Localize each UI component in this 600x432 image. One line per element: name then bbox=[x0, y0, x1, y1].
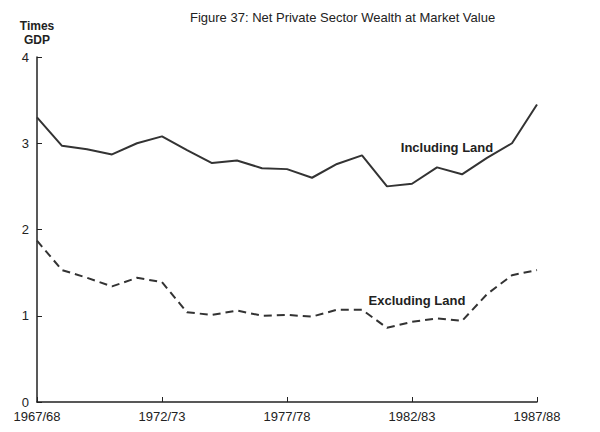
svg-text:1982/83: 1982/83 bbox=[389, 409, 436, 424]
svg-text:1967/68: 1967/68 bbox=[14, 409, 61, 424]
svg-text:Times: Times bbox=[20, 19, 55, 33]
svg-text:1987/88: 1987/88 bbox=[514, 409, 561, 424]
svg-text:2: 2 bbox=[22, 222, 29, 237]
svg-text:Including Land: Including Land bbox=[401, 140, 493, 155]
svg-text:0: 0 bbox=[22, 395, 29, 410]
svg-text:3: 3 bbox=[22, 136, 29, 151]
svg-text:GDP: GDP bbox=[24, 33, 50, 47]
svg-text:1972/73: 1972/73 bbox=[139, 409, 186, 424]
svg-text:4: 4 bbox=[22, 50, 29, 65]
svg-text:Figure 37: Net Private Sector: Figure 37: Net Private Sector Wealth at … bbox=[190, 10, 495, 25]
svg-text:Excluding Land: Excluding Land bbox=[369, 293, 466, 308]
svg-text:1: 1 bbox=[22, 308, 29, 323]
svg-text:1977/78: 1977/78 bbox=[264, 409, 311, 424]
